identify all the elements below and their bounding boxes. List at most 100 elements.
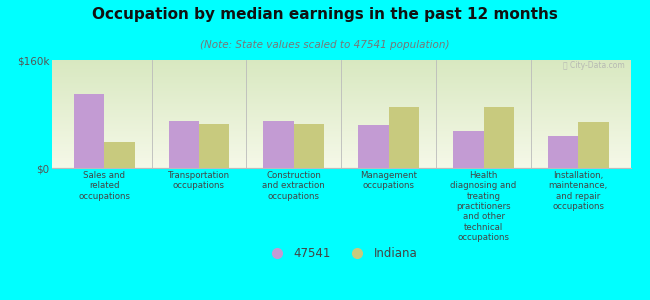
Bar	[52, 100, 630, 101]
Bar	[52, 79, 630, 80]
Bar	[52, 132, 630, 133]
Bar	[52, 161, 630, 162]
Bar	[52, 117, 630, 118]
Text: Occupation by median earnings in the past 12 months: Occupation by median earnings in the pas…	[92, 8, 558, 22]
Bar	[52, 151, 630, 152]
Bar	[52, 121, 630, 122]
Bar	[52, 146, 630, 147]
Bar	[52, 76, 630, 77]
Bar	[52, 70, 630, 71]
Bar	[52, 155, 630, 156]
Bar	[52, 113, 630, 114]
Bar	[52, 160, 630, 161]
Bar	[52, 72, 630, 73]
Bar	[52, 118, 630, 119]
Bar	[389, 107, 419, 168]
Bar	[52, 83, 630, 84]
Bar	[104, 142, 135, 168]
Bar	[52, 71, 630, 72]
Bar	[52, 84, 630, 85]
Bar	[52, 122, 630, 123]
Bar	[52, 106, 630, 107]
Bar	[52, 110, 630, 111]
Bar	[52, 91, 630, 92]
Bar	[52, 158, 630, 159]
Bar	[52, 96, 630, 97]
Text: Ⓣ City-Data.com: Ⓣ City-Data.com	[563, 61, 625, 70]
Bar	[52, 66, 630, 67]
Bar	[52, 99, 630, 100]
Bar	[52, 74, 630, 75]
Bar	[52, 78, 630, 79]
Bar	[52, 135, 630, 136]
Bar	[52, 90, 630, 91]
Bar	[52, 152, 630, 153]
Bar	[52, 139, 630, 140]
Bar	[484, 107, 514, 168]
Bar	[52, 115, 630, 116]
Bar	[52, 109, 630, 110]
Bar	[52, 136, 630, 137]
Legend: 47541, Indiana: 47541, Indiana	[261, 242, 422, 265]
Bar	[52, 67, 630, 68]
Bar	[52, 107, 630, 108]
Bar	[52, 108, 630, 109]
Bar	[548, 136, 578, 168]
Bar	[52, 153, 630, 154]
Bar	[52, 156, 630, 157]
Bar	[52, 102, 630, 103]
Bar	[52, 165, 630, 166]
Bar	[52, 125, 630, 126]
Bar	[52, 167, 630, 168]
Bar	[52, 147, 630, 148]
Bar	[52, 116, 630, 117]
Bar	[52, 95, 630, 96]
Bar	[52, 162, 630, 163]
Bar	[52, 80, 630, 81]
Bar	[52, 157, 630, 158]
Bar	[52, 65, 630, 66]
Bar	[52, 120, 630, 121]
Bar	[52, 148, 630, 149]
Bar	[52, 61, 630, 62]
Bar	[453, 131, 484, 168]
Bar	[52, 119, 630, 120]
Bar	[52, 85, 630, 86]
Bar	[52, 97, 630, 98]
Bar	[52, 111, 630, 112]
Bar	[52, 143, 630, 144]
Bar	[52, 133, 630, 134]
Bar	[74, 94, 104, 168]
Bar	[52, 129, 630, 130]
Bar	[52, 131, 630, 132]
Bar	[52, 104, 630, 105]
Bar	[52, 81, 630, 82]
Bar	[52, 105, 630, 106]
Bar	[52, 94, 630, 95]
Bar	[52, 69, 630, 70]
Bar	[358, 125, 389, 168]
Bar	[52, 77, 630, 78]
Bar	[52, 63, 630, 64]
Bar	[52, 149, 630, 150]
Bar	[52, 138, 630, 139]
Bar	[52, 134, 630, 135]
Bar	[52, 126, 630, 127]
Bar	[52, 114, 630, 115]
Bar	[52, 101, 630, 102]
Bar	[52, 164, 630, 165]
Bar	[52, 75, 630, 76]
Bar	[52, 92, 630, 93]
Bar	[199, 124, 229, 168]
Bar	[52, 88, 630, 89]
Bar	[52, 103, 630, 104]
Bar	[52, 68, 630, 69]
Bar	[52, 128, 630, 129]
Bar	[52, 123, 630, 124]
Bar	[52, 145, 630, 146]
Bar	[168, 121, 199, 168]
Bar	[52, 137, 630, 138]
Bar	[52, 140, 630, 141]
Bar	[52, 93, 630, 94]
Bar	[52, 98, 630, 99]
